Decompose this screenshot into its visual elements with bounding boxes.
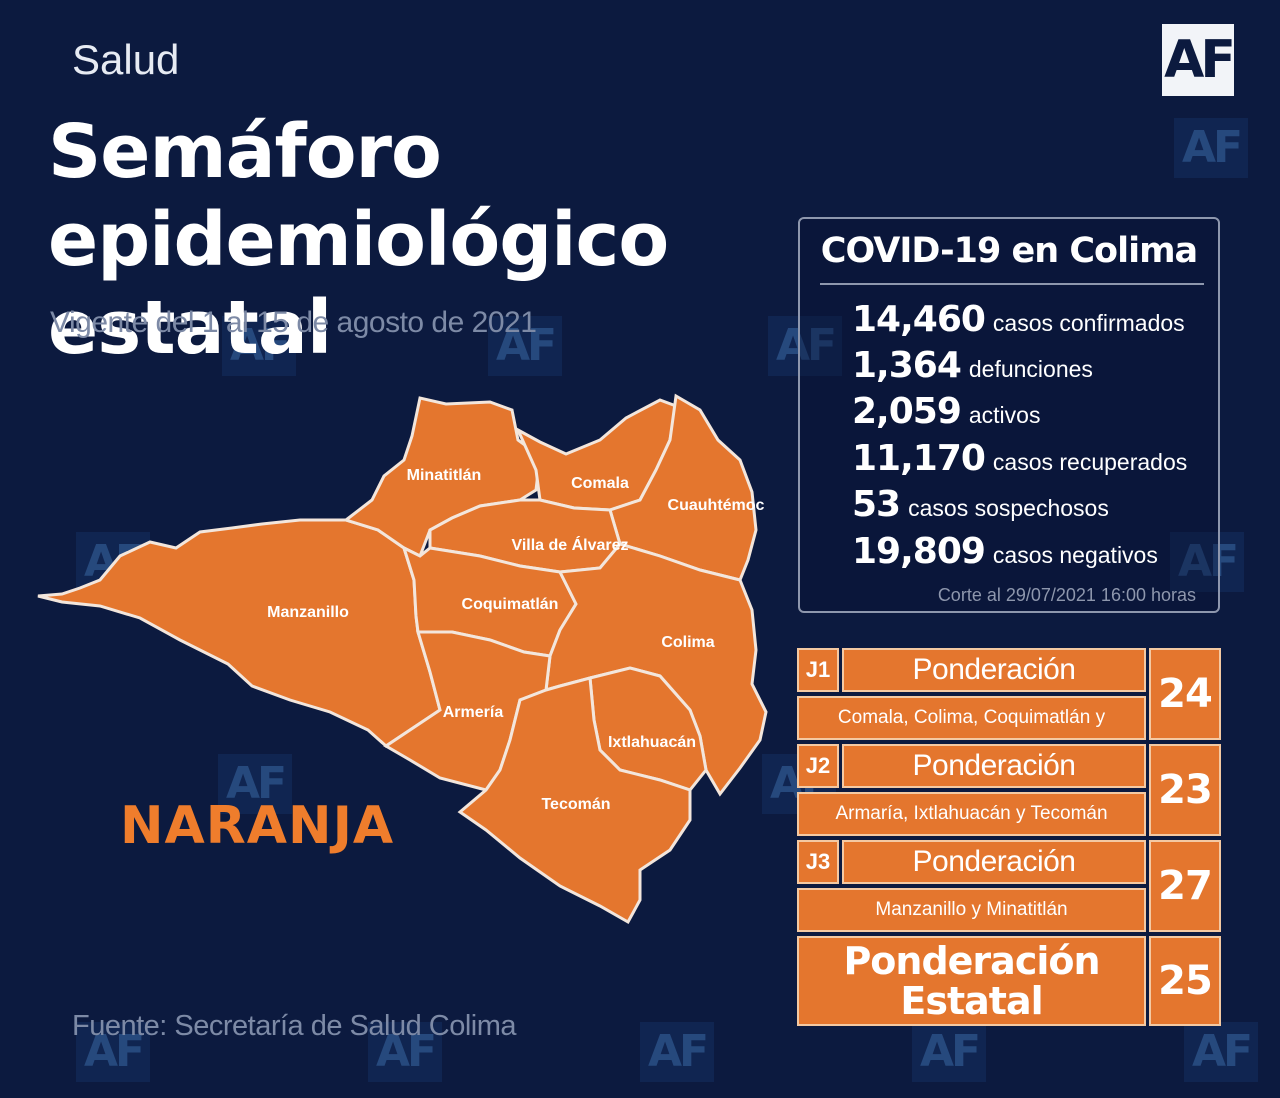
stat-label: casos recuperados bbox=[992, 449, 1188, 475]
watermark-logo: AF bbox=[640, 1022, 714, 1082]
stat-value: 19,809 bbox=[852, 531, 986, 572]
watermark-logo: AF bbox=[76, 1022, 150, 1082]
state-score: 25 bbox=[1149, 936, 1221, 1026]
source-note: Fuente: Secretaría de Salud Colima bbox=[72, 1010, 517, 1042]
jurisdiction-code: J2 bbox=[797, 744, 839, 788]
stat-value: 11,170 bbox=[852, 438, 986, 479]
jurisdiction-title: Ponderación jurisdicción 3 bbox=[842, 840, 1146, 918]
covid-stats-title: COVID-19 en Colima bbox=[820, 231, 1198, 271]
stat-label: casos sospechosos bbox=[908, 495, 1109, 521]
watermark-logo: AF bbox=[1184, 1022, 1258, 1082]
covid-stats-panel: COVID-19 en Colima 14,460 casos confirmad… bbox=[798, 217, 1220, 613]
watermark-logo: AF bbox=[1170, 532, 1244, 592]
state-shape bbox=[37, 393, 768, 925]
municipality-label: Tecomán bbox=[541, 796, 610, 813]
jurisdiction-score: 23 bbox=[1149, 744, 1221, 836]
stat-value: 1,364 bbox=[852, 345, 962, 386]
municipality-label: Minatitlán bbox=[407, 467, 482, 484]
state-title-line: Ponderación bbox=[843, 939, 1100, 983]
municipality-label: Villa de Álvarez bbox=[511, 535, 628, 554]
section-label: Salud bbox=[72, 36, 180, 83]
municipality-label: Comala bbox=[571, 475, 629, 492]
jurisdiction-title: Ponderación jurisdicción 1 bbox=[842, 648, 1146, 726]
region-manzanillo bbox=[37, 518, 442, 748]
stat-label: activos bbox=[968, 402, 1041, 428]
municipality-label: Cuauhtémoc bbox=[668, 497, 765, 514]
cutoff-note: Corte al 29/07/2021 16:00 horas bbox=[937, 585, 1196, 605]
stat-row: 19,809 casos negativos bbox=[852, 531, 1158, 572]
page-title: Semáforo epidemiológico estatal bbox=[48, 109, 669, 371]
semaphore-status: NARANJA bbox=[120, 796, 395, 856]
watermark-logo: AF bbox=[488, 316, 562, 376]
stat-value: 53 bbox=[852, 484, 901, 525]
watermark-logo: AF bbox=[912, 1022, 986, 1082]
watermark-logo: AF bbox=[1174, 118, 1248, 178]
stat-row: 1,364 defunciones bbox=[852, 345, 1093, 386]
divider bbox=[820, 283, 1204, 285]
stat-label: casos confirmados bbox=[992, 310, 1185, 336]
validity-period: Vigente del 1 al 15 de agosto de 2021 bbox=[50, 306, 537, 339]
jurisdiction-code: J1 bbox=[797, 648, 839, 692]
watermark-logo: AF bbox=[768, 316, 842, 376]
state-title-line: Estatal bbox=[900, 979, 1043, 1023]
jurisdiction-code: J3 bbox=[797, 840, 839, 884]
stat-row: 53 casos sospechosos bbox=[852, 484, 1109, 525]
stat-label: defunciones bbox=[968, 356, 1093, 382]
jurisdiction-title: Ponderación jurisdicción 2 bbox=[842, 744, 1146, 822]
municipality-label: Coquimatlán bbox=[462, 596, 559, 613]
colima-map: Minatitlán Comala Cuauhtémoc Villa de Ál… bbox=[37, 393, 768, 925]
jurisdiction-municipalities: Manzanillo y Minatitlán bbox=[797, 888, 1146, 932]
stat-value: 14,460 bbox=[852, 299, 986, 340]
watermark-logo: AF bbox=[368, 1022, 442, 1082]
jurisdiction-municipalities: Armaría, Ixtlahuacán y Tecomán bbox=[797, 792, 1146, 836]
stat-row: 2,059 activos bbox=[852, 391, 1040, 432]
jurisdiction-municipalities: Comala, Colima, Coquimatlán y Cuauhtémoc bbox=[797, 696, 1146, 768]
state-score-title: Ponderación Estatal bbox=[797, 936, 1146, 1026]
stat-label: casos negativos bbox=[992, 542, 1158, 568]
municipality-label: Ixtlahuacán bbox=[608, 734, 696, 751]
watermark-logo: AF bbox=[218, 754, 292, 814]
municipality-label: Armería bbox=[443, 704, 504, 721]
jurisdiction-score: 27 bbox=[1149, 840, 1221, 932]
stat-row: 14,460 casos confirmados bbox=[852, 299, 1185, 340]
stat-row: 11,170 casos recuperados bbox=[852, 438, 1187, 479]
municipality-label: Manzanillo bbox=[267, 604, 349, 621]
brand-logo: AF bbox=[1162, 24, 1236, 96]
region-tecoman bbox=[457, 676, 692, 925]
jurisdiction-score: 24 bbox=[1149, 648, 1221, 740]
stat-value: 2,059 bbox=[852, 391, 962, 432]
watermark-logo: AF bbox=[222, 316, 296, 376]
municipality-label: Colima bbox=[661, 634, 714, 651]
